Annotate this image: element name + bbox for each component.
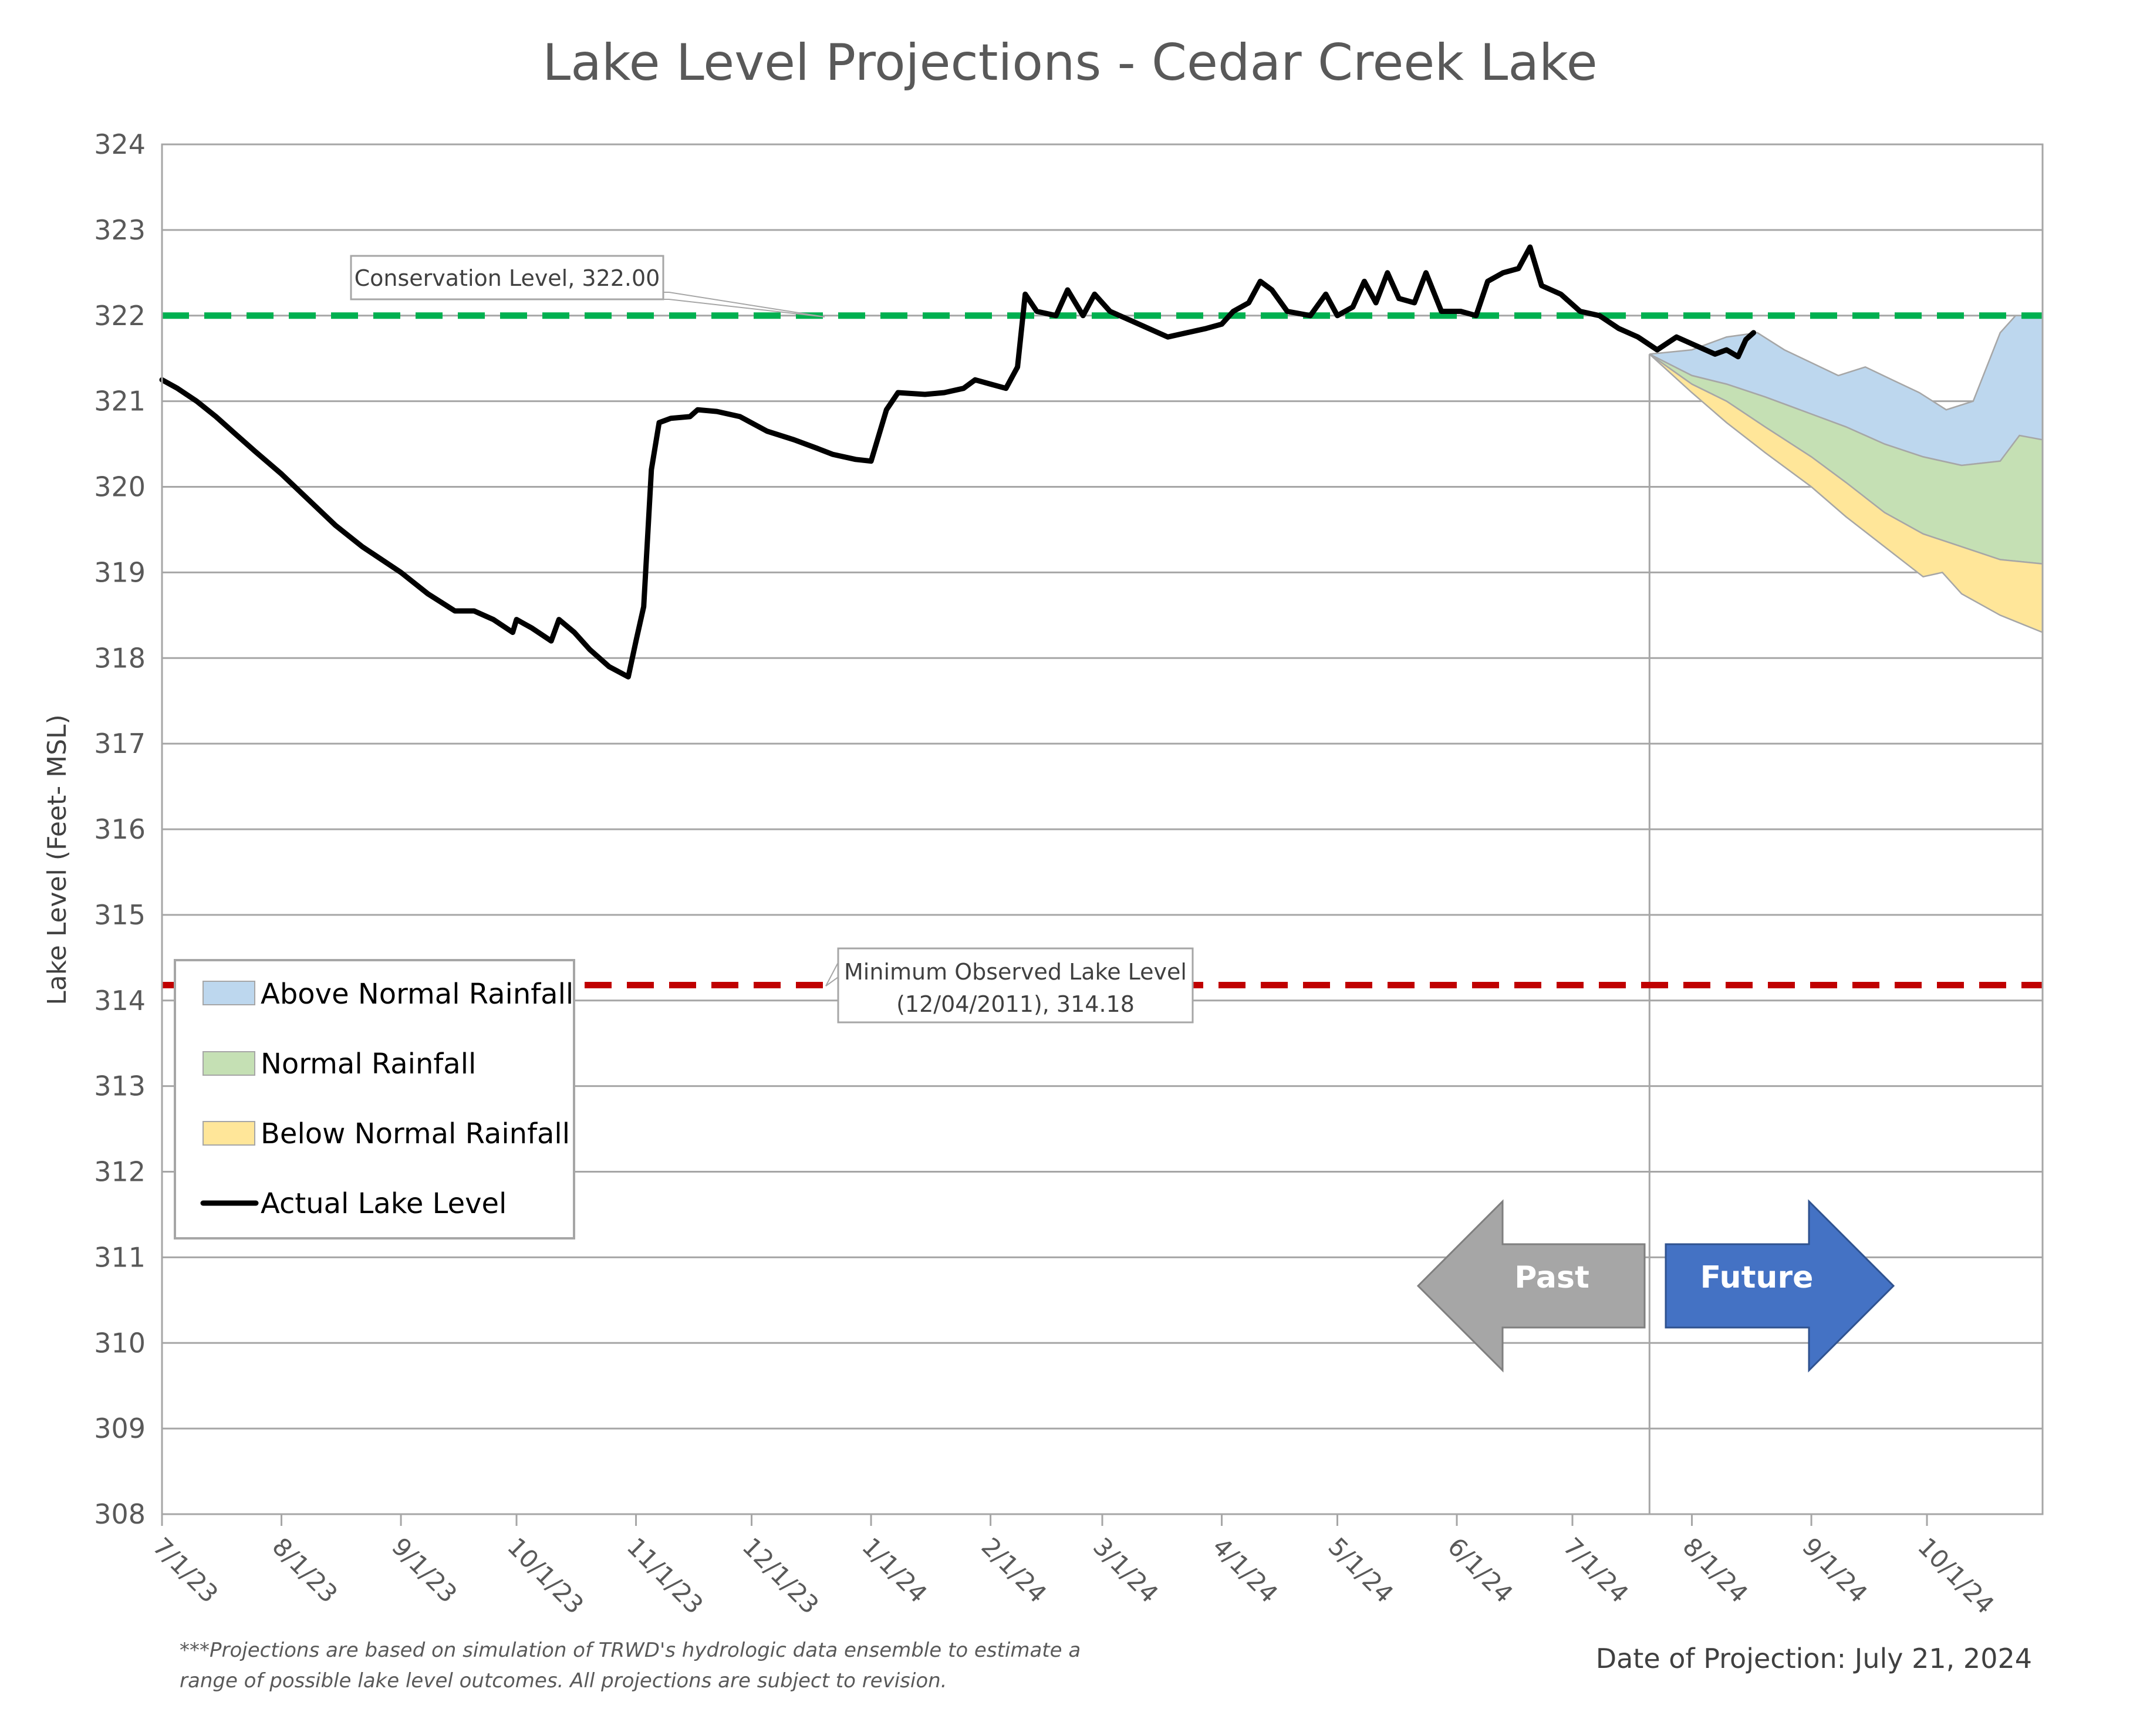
chart-title: Lake Level Projections - Cedar Creek Lak…: [542, 33, 1597, 92]
legend-label-normal: Normal Rainfall: [261, 1048, 476, 1080]
y-tick-label: 322: [94, 300, 146, 332]
past-arrow-label: Past: [1514, 1260, 1589, 1295]
y-tick-label: 311: [94, 1241, 146, 1273]
past-arrow-shape: [1416, 1199, 1646, 1373]
projection-bands: [1649, 315, 2043, 633]
y-tick-label: 313: [94, 1070, 146, 1102]
band-below-normal-rainfall: [1649, 354, 2043, 633]
y-tick-label: 319: [94, 556, 146, 588]
band-upper-edge: [1649, 353, 2043, 467]
band-normal-rainfall: [1649, 354, 2043, 564]
minimum-level-label-line2: (12/04/2011), 314.18: [896, 991, 1135, 1017]
legend-swatch-above-normal: [202, 981, 255, 1005]
callout-box: [350, 255, 664, 300]
conservation-level-callout: Conservation Level, 322.00: [350, 255, 825, 318]
callout-box: [837, 947, 1194, 1024]
y-tick-label: 321: [94, 386, 146, 417]
y-tick-label: 317: [94, 728, 146, 759]
y-tick-label: 314: [94, 985, 146, 1016]
future-arrow-label: Future: [1700, 1260, 1814, 1295]
y-axis-label: Lake Level (Feet- MSL): [42, 714, 72, 1005]
band-above-normal-rainfall: [1649, 315, 2043, 487]
minimum-level-label-line1: Minimum Observed Lake Level: [844, 959, 1187, 985]
footnote-line2: range of possible lake level outcomes. A…: [180, 1669, 947, 1693]
past-arrow: Past: [1416, 1199, 1646, 1373]
legend-box: [174, 959, 575, 1239]
plot-area-frame: [161, 143, 2044, 1515]
y-tick-label: 320: [94, 471, 146, 503]
y-tick-label: 309: [94, 1413, 146, 1444]
future-arrow: Future: [1665, 1199, 1895, 1373]
y-axis-ticks: 324 323 322 321 320 319 318 317 316 315 314 313 312 3…: [94, 129, 146, 1530]
legend-label-below-normal: Below Normal Rainfall: [261, 1117, 570, 1150]
y-tick-label: 315: [94, 899, 146, 931]
band-upper-edge: [1649, 353, 2043, 565]
y-tick-label: 308: [94, 1498, 146, 1530]
legend-swatch-normal: [202, 1051, 255, 1076]
y-tick-label: 324: [94, 129, 146, 160]
y-tick-label: 310: [94, 1327, 146, 1359]
y-tick-label: 318: [94, 642, 146, 674]
future-arrow-shape: [1665, 1199, 1895, 1373]
band-upper-edge: [1649, 315, 2043, 411]
y-tick-label: 316: [94, 813, 146, 845]
y-tick-label: 312: [94, 1156, 146, 1188]
legend-label-actual: Actual Lake Level: [261, 1187, 507, 1220]
series-actual-lake-level: [159, 244, 1757, 680]
legend-label-above-normal: Above Normal Rainfall: [261, 978, 573, 1011]
band-lower-edge: [1649, 353, 2043, 633]
legend: Above Normal Rainfall Normal Rainfall Be…: [174, 959, 575, 1239]
y-tick-label: 323: [94, 214, 146, 246]
footnote-line1: ***Projections are based on simulation o…: [180, 1639, 1081, 1662]
legend-swatch-below-normal: [202, 1121, 255, 1146]
conservation-level-label: Conservation Level, 322.00: [355, 265, 660, 291]
minimum-level-callout: Minimum Observed Lake Level (12/04/2011)…: [825, 947, 1194, 1024]
projection-date-note: Date of Projection: July 21, 2024: [1596, 1643, 2032, 1674]
